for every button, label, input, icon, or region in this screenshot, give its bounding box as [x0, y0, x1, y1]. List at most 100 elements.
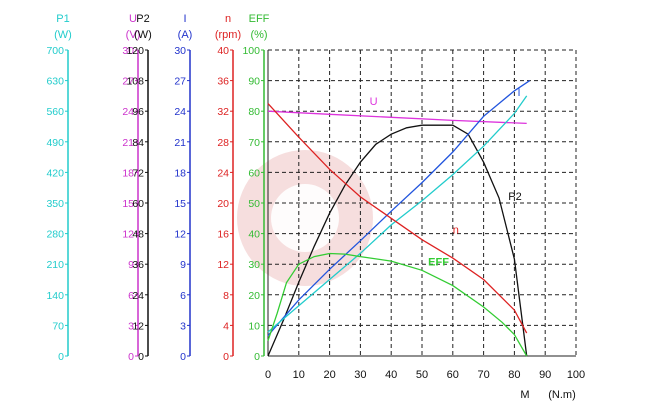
y-tick-label: 3	[128, 320, 134, 332]
y-tick-label: 0	[128, 351, 134, 363]
y-tick-label: 4	[223, 320, 229, 332]
x-tick-label: 30	[354, 369, 366, 381]
y-tick-label: 10	[248, 320, 260, 332]
y-axes-group: P1(W)070140210280350420490560630700U(V)0…	[46, 13, 269, 363]
y-tick-label: 84	[132, 137, 144, 149]
y-axis-unit: (V)	[126, 29, 141, 41]
y-axis-name: P2	[136, 13, 149, 25]
x-tick-label: 80	[508, 369, 520, 381]
y-tick-label: 24	[217, 167, 229, 179]
y-tick-label: 50	[248, 198, 260, 210]
y-tick-label: 80	[248, 106, 260, 118]
y-tick-label: 27	[122, 76, 134, 88]
y-tick-label: 140	[46, 290, 64, 302]
y-tick-label: 18	[122, 167, 134, 179]
y-tick-label: 12	[122, 229, 134, 241]
x-tick-label: 60	[447, 369, 459, 381]
y-tick-label: 108	[126, 76, 144, 88]
series-label-eff: EFF	[428, 257, 449, 269]
y-tick-label: 18	[174, 167, 186, 179]
y-tick-label: 28	[217, 137, 229, 149]
y-tick-label: 40	[248, 229, 260, 241]
x-axis-group: 0 10 20 30 40 50 60 70 80 90 100 M (N.m)	[265, 369, 585, 401]
y-tick-label: 24	[132, 290, 144, 302]
y-tick-label: 0	[223, 351, 229, 363]
y-tick-label: 72	[132, 167, 144, 179]
y-tick-label: 12	[174, 229, 186, 241]
y-axis-unit: (%)	[250, 29, 267, 41]
y-tick-label: 40	[217, 45, 229, 57]
y-tick-label: 21	[174, 137, 186, 149]
y-tick-label: 3	[180, 320, 186, 332]
y-tick-label: 100	[242, 45, 260, 57]
y-tick-label: 70	[52, 320, 64, 332]
y-tick-label: 70	[248, 137, 260, 149]
y-tick-label: 6	[128, 290, 134, 302]
y-axis-unit: (rpm)	[215, 29, 241, 41]
series-label-p2: P2	[508, 191, 521, 203]
y-tick-label: 630	[46, 76, 64, 88]
y-axis-name: EFF	[249, 13, 270, 25]
y-tick-label: 9	[128, 259, 134, 271]
series-group: U P2 In EFF	[267, 80, 531, 357]
y-axis-unit: (W)	[134, 29, 152, 41]
y-tick-label: 490	[46, 137, 64, 149]
y-tick-label: 60	[132, 198, 144, 210]
x-tick-label: 40	[385, 369, 397, 381]
y-tick-label: 24	[122, 106, 134, 118]
x-tick-label: 70	[477, 369, 489, 381]
watermark-logo	[237, 150, 373, 286]
y-tick-label: 280	[46, 229, 64, 241]
x-tick-label: 90	[539, 369, 551, 381]
series-line-i	[267, 80, 531, 337]
y-tick-label: 0	[180, 351, 186, 363]
y-tick-label: 0	[58, 351, 64, 363]
y-tick-label: 15	[122, 198, 134, 210]
x-axis-unit: (N.m)	[548, 389, 576, 401]
y-tick-label: 48	[132, 229, 144, 241]
y-tick-label: 30	[248, 259, 260, 271]
y-tick-label: 8	[223, 290, 229, 302]
series-line-n	[267, 103, 528, 334]
y-tick-label: 30	[122, 45, 134, 57]
y-tick-label: 0	[138, 351, 144, 363]
y-tick-label: 96	[132, 106, 144, 118]
y-tick-label: 16	[217, 229, 229, 241]
series-line-p1	[267, 95, 528, 333]
y-tick-label: 60	[248, 167, 260, 179]
y-tick-label: 12	[132, 320, 144, 332]
y-axis-name: U	[129, 13, 137, 25]
y-tick-label: 9	[180, 259, 186, 271]
y-tick-label: 32	[217, 106, 229, 118]
series-line-u	[267, 110, 527, 125]
y-axis-unit: (A)	[178, 29, 193, 41]
series-label-i: I	[517, 87, 520, 99]
y-tick-label: 6	[180, 290, 186, 302]
y-tick-label: 90	[248, 76, 260, 88]
y-axis-i: I (A) 0 3 6 9 12 15 18 21 24 27 30	[174, 13, 192, 363]
watermark-hole	[271, 184, 339, 252]
x-axis-label: M	[520, 389, 529, 401]
y-axis-n: n (rpm) 0 4 8 12 16 20 24 28 32 36 40	[215, 13, 241, 363]
y-tick-label: 700	[46, 45, 64, 57]
y-axis-name: n	[225, 13, 231, 25]
y-tick-label: 420	[46, 167, 64, 179]
y-tick-label: 350	[46, 198, 64, 210]
y-tick-label: 36	[132, 259, 144, 271]
chart-grid	[267, 49, 577, 357]
y-tick-label: 20	[217, 198, 229, 210]
series-label-n: n	[453, 225, 459, 237]
y-tick-label: 560	[46, 106, 64, 118]
y-tick-label: 24	[174, 106, 186, 118]
y-axis-u: U (V) 0 3 6 9 12 15 18 21 24 27 30	[122, 13, 140, 363]
y-axis-name: I	[183, 13, 186, 25]
y-tick-label: 20	[248, 290, 260, 302]
y-tick-label: 12	[217, 259, 229, 271]
series-line-eff	[267, 252, 528, 357]
y-tick-label: 120	[126, 45, 144, 57]
y-tick-label: 30	[174, 45, 186, 57]
x-tick-label: 50	[416, 369, 428, 381]
x-tick-label: 0	[265, 369, 271, 381]
